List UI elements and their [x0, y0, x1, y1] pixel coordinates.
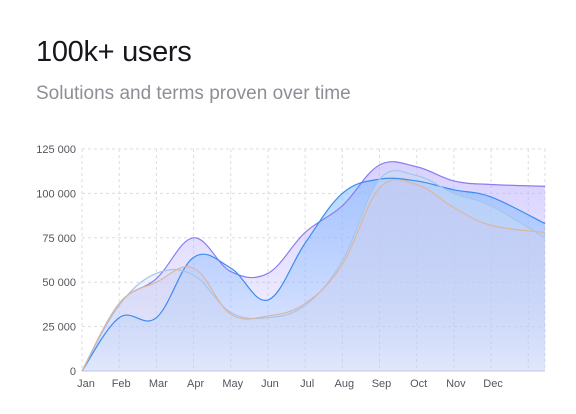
series-line-3 [81, 170, 546, 372]
series-area-4 [82, 179, 545, 371]
y-tick-label: 50 000 [42, 277, 76, 289]
x-tick-label: Aug [335, 378, 355, 390]
x-tick-label: May [222, 378, 243, 390]
chart-lines [81, 161, 546, 372]
y-tick-label: 75 000 [42, 233, 76, 245]
axis-labels: 0 25 000 50 000 75 000 100 000 125 000 Jan Feb M… [36, 144, 503, 390]
x-tick-label: Jun [261, 378, 279, 390]
y-tick-label: 0 [70, 366, 76, 378]
x-tick-label: Mar [149, 378, 168, 390]
chart-areas [82, 161, 545, 371]
x-tick-label: Jul [300, 378, 314, 390]
x-tick-label: Jan [77, 378, 95, 390]
x-tick-label: Nov [446, 378, 466, 390]
series-line-2 [81, 177, 546, 372]
x-tick-label: Feb [112, 378, 131, 390]
series-line-1 [81, 161, 546, 372]
series-line-4 [81, 178, 546, 372]
x-tick-label: Sep [372, 378, 392, 390]
x-tick-label: Oct [410, 378, 427, 390]
y-tick-label: 25 000 [42, 322, 76, 334]
y-tick-label: 125 000 [36, 144, 76, 156]
x-tick-label: Dec [483, 378, 503, 390]
page-title: 100k+ users [36, 36, 192, 68]
x-tick-label: Apr [187, 378, 204, 390]
y-tick-label: 100 000 [36, 188, 76, 200]
page-subtitle: Solutions and terms proven over time [36, 83, 351, 104]
